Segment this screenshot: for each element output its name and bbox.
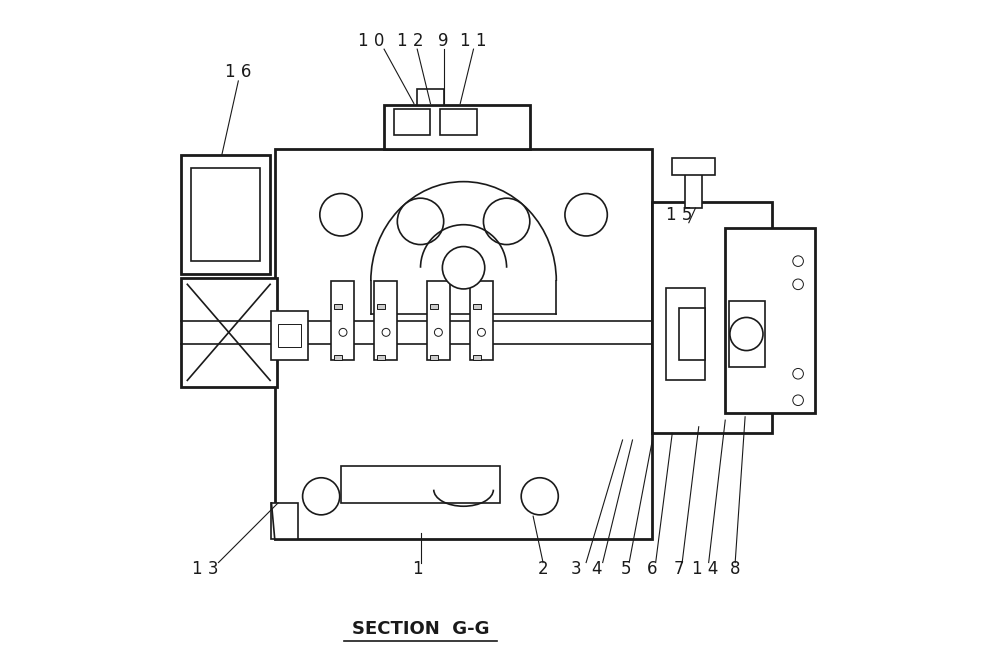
- Bar: [672, 158, 715, 175]
- Bar: [394, 109, 430, 135]
- Circle shape: [397, 198, 444, 244]
- Circle shape: [565, 194, 607, 236]
- Bar: [275, 148, 652, 539]
- Bar: [377, 355, 385, 361]
- Text: 9: 9: [438, 31, 449, 49]
- Text: 1: 1: [412, 560, 423, 578]
- Circle shape: [434, 329, 442, 336]
- Bar: [334, 355, 342, 361]
- Bar: [374, 281, 397, 361]
- Bar: [430, 304, 438, 309]
- Text: 7: 7: [674, 560, 684, 578]
- Bar: [725, 228, 815, 413]
- Text: 1 6: 1 6: [225, 63, 252, 81]
- Bar: [181, 278, 277, 387]
- Text: 1 1: 1 1: [460, 31, 487, 49]
- Circle shape: [382, 329, 390, 336]
- Text: 3: 3: [571, 560, 581, 578]
- Bar: [427, 281, 450, 361]
- Circle shape: [521, 478, 558, 515]
- Bar: [470, 281, 493, 361]
- Circle shape: [793, 279, 803, 290]
- Text: 1 5: 1 5: [666, 206, 692, 224]
- Text: 5: 5: [621, 560, 631, 578]
- Text: 1 2: 1 2: [397, 31, 424, 49]
- Text: 1 0: 1 0: [358, 31, 384, 49]
- Circle shape: [477, 329, 485, 336]
- Circle shape: [303, 478, 340, 515]
- Bar: [666, 288, 705, 380]
- Bar: [473, 355, 481, 361]
- Circle shape: [320, 194, 362, 236]
- Text: 6: 6: [647, 560, 658, 578]
- Bar: [271, 311, 308, 361]
- Circle shape: [793, 395, 803, 405]
- Circle shape: [483, 198, 530, 244]
- Bar: [271, 503, 298, 539]
- Bar: [440, 109, 477, 135]
- Text: 2: 2: [538, 560, 548, 578]
- Bar: [729, 301, 765, 367]
- Bar: [191, 168, 260, 261]
- Circle shape: [442, 246, 485, 289]
- Bar: [181, 155, 270, 275]
- Circle shape: [793, 256, 803, 267]
- Text: 4: 4: [591, 560, 601, 578]
- Bar: [652, 202, 772, 434]
- Bar: [334, 304, 342, 309]
- Text: 8: 8: [730, 560, 740, 578]
- Bar: [417, 89, 444, 106]
- Circle shape: [730, 317, 763, 351]
- Circle shape: [339, 329, 347, 336]
- Text: 1 4: 1 4: [692, 560, 719, 578]
- Bar: [473, 304, 481, 309]
- Bar: [377, 304, 385, 309]
- Bar: [685, 162, 702, 208]
- Bar: [430, 355, 438, 361]
- Circle shape: [793, 369, 803, 379]
- Bar: [278, 324, 301, 347]
- Bar: [331, 281, 354, 361]
- Bar: [341, 466, 500, 503]
- Text: 1 3: 1 3: [192, 560, 218, 578]
- Bar: [679, 307, 705, 361]
- Bar: [384, 106, 530, 148]
- Text: SECTION  G-G: SECTION G-G: [352, 620, 489, 638]
